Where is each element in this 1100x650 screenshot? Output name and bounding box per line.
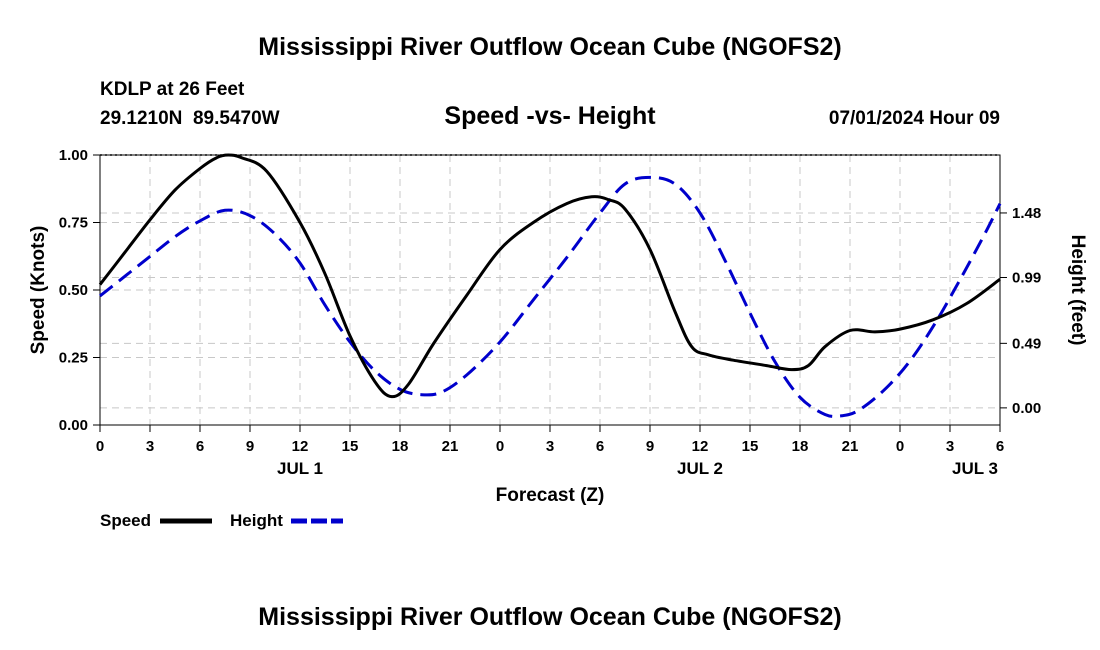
x-axis-label: Forecast (Z) — [496, 485, 605, 506]
station-coords: 29.1210N 89.5470W — [100, 108, 280, 129]
x-tick-label: 9 — [246, 438, 254, 455]
series-line-speed — [98, 153, 1001, 399]
y-right-tick-label: 0.00 — [1012, 400, 1041, 417]
x-tick-label: 0 — [96, 438, 104, 455]
y-axis-left: 0.00 0.25 0.50 0.75 1.00 — [59, 147, 100, 434]
legend: Speed Height — [100, 511, 343, 530]
y-left-tick-label: 0.00 — [59, 417, 88, 434]
y-left-tick-label: 1.00 — [59, 147, 88, 164]
footer-title: Mississippi River Outflow Ocean Cube (NG… — [258, 603, 841, 631]
y-right-tick-label: 1.48 — [1012, 205, 1041, 222]
chart-title: Mississippi River Outflow Ocean Cube (NG… — [258, 33, 841, 61]
x-tick-label: 3 — [146, 438, 154, 455]
series-line-height — [99, 175, 1002, 418]
x-tick-label: 12 — [692, 438, 709, 455]
y-left-tick-label: 0.50 — [59, 282, 88, 299]
y-axis-left-label: Speed (Knots) — [28, 226, 49, 355]
legend-speed-label: Speed — [100, 511, 151, 530]
x-tick-label: 21 — [842, 438, 859, 455]
x-tick-label: 15 — [742, 438, 759, 455]
series-layer — [98, 153, 1002, 418]
chart-subtitle: Speed -vs- Height — [444, 102, 656, 130]
x-tick-label: 18 — [792, 438, 809, 455]
x-tick-label: 6 — [596, 438, 604, 455]
x-tick-label: 18 — [392, 438, 409, 455]
y-right-tick-label: 0.49 — [1012, 335, 1041, 352]
y-left-tick-label: 0.75 — [59, 215, 88, 232]
x-tick-label: 0 — [896, 438, 904, 455]
x-date-label: JUL 3 — [952, 459, 998, 478]
forecast-datetime: 07/01/2024 Hour 09 — [829, 108, 1000, 129]
x-tick-label: 3 — [946, 438, 954, 455]
legend-height-label: Height — [230, 511, 283, 530]
y-axis-right-label: Height (feet) — [1067, 235, 1088, 346]
x-tick-label: 12 — [292, 438, 309, 455]
x-tick-label: 15 — [342, 438, 359, 455]
station-name: KDLP at 26 Feet — [100, 79, 245, 100]
grid-lines — [100, 155, 1000, 425]
x-tick-label: 9 — [646, 438, 654, 455]
x-date-label: JUL 1 — [277, 459, 323, 478]
y-right-tick-label: 0.99 — [1012, 269, 1041, 286]
y-left-tick-label: 0.25 — [59, 350, 88, 367]
x-tick-label: 3 — [546, 438, 554, 455]
x-date-label: JUL 2 — [677, 459, 723, 478]
x-tick-label: 0 — [496, 438, 504, 455]
x-tick-label: 6 — [196, 438, 204, 455]
x-axis: 0 3 6 9 12 15 18 21 0 3 6 9 12 15 18 21 0 3 6 JUL 1 JUL 2 JUL… — [96, 425, 1004, 478]
x-tick-label: 21 — [442, 438, 459, 455]
x-tick-label: 6 — [996, 438, 1004, 455]
y-axis-right: 0.00 0.49 0.99 1.48 — [1000, 205, 1041, 417]
